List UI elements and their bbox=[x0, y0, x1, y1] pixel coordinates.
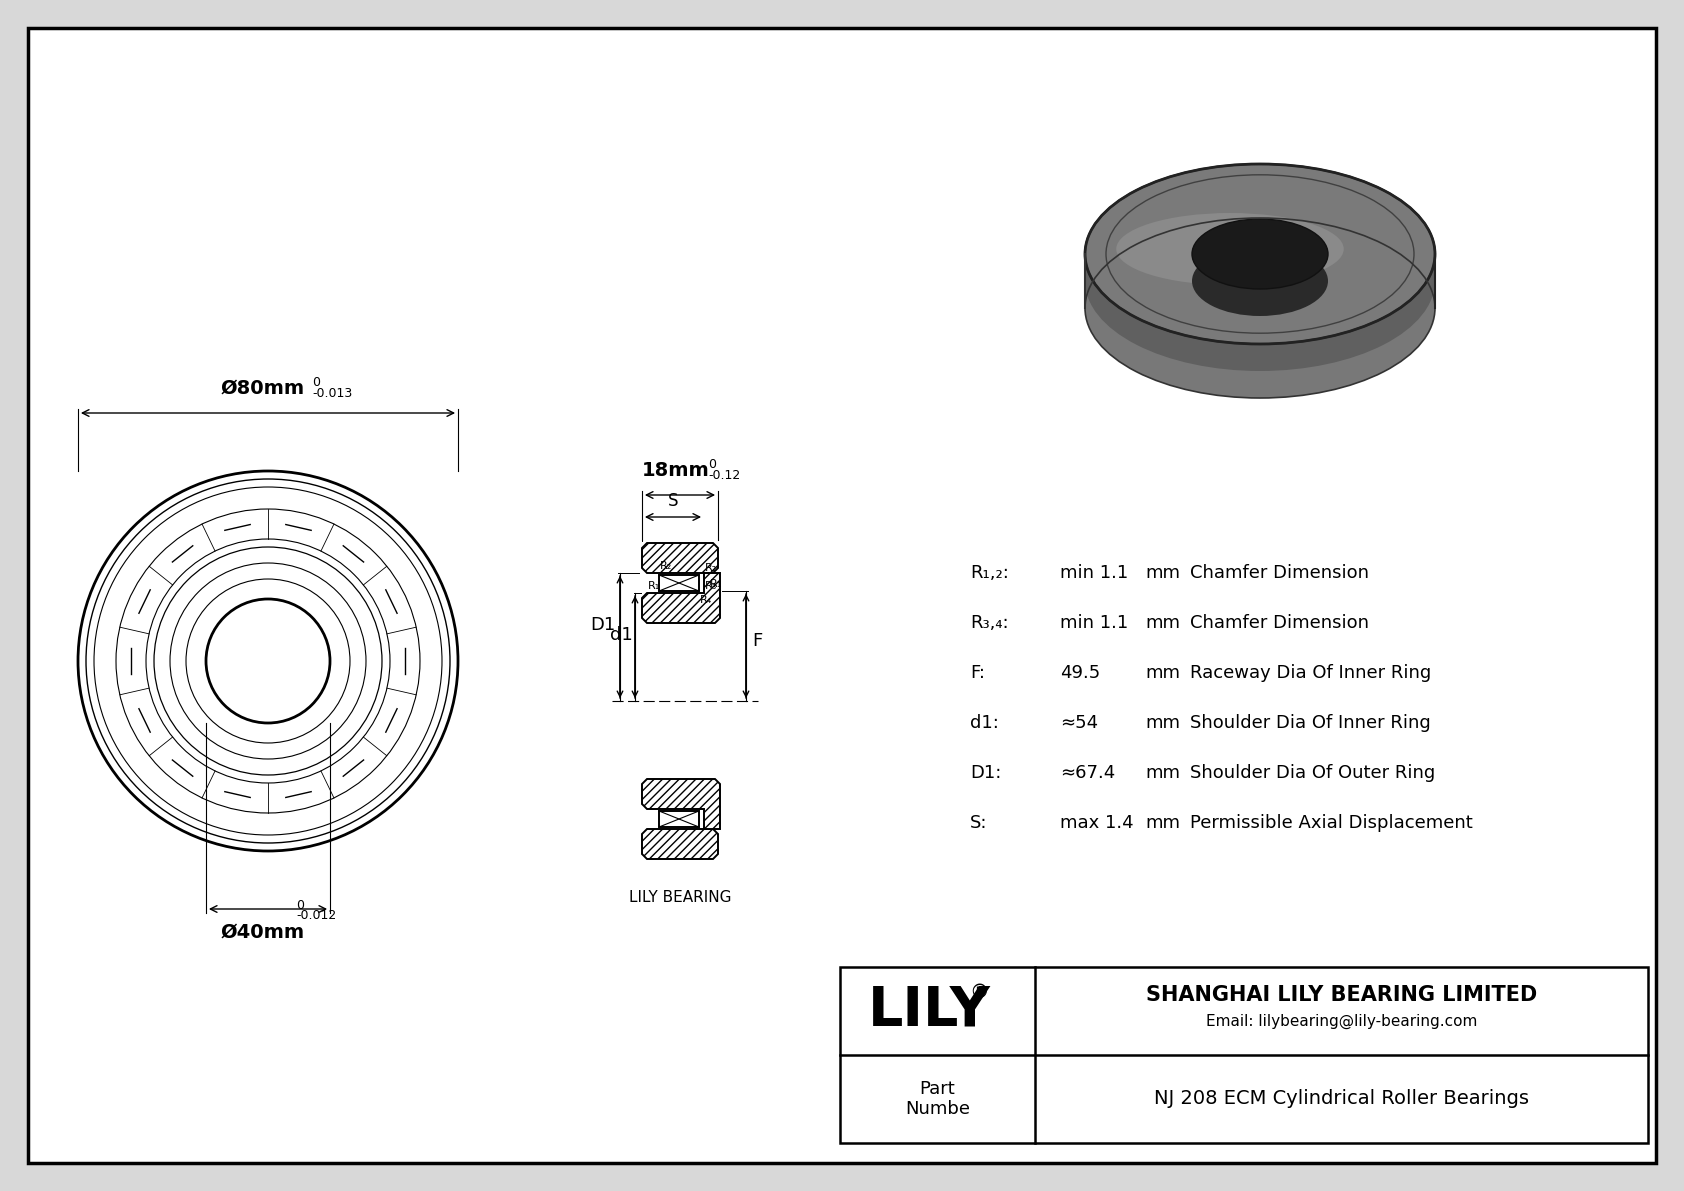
Text: S:: S: bbox=[970, 813, 987, 833]
Polygon shape bbox=[642, 573, 721, 623]
Text: d1:: d1: bbox=[970, 713, 999, 732]
Text: -0.013: -0.013 bbox=[312, 387, 352, 400]
Ellipse shape bbox=[1084, 206, 1435, 386]
Text: Ø40mm: Ø40mm bbox=[221, 923, 305, 942]
Text: Shoulder Dia Of Outer Ring: Shoulder Dia Of Outer Ring bbox=[1191, 763, 1435, 782]
Ellipse shape bbox=[1084, 202, 1435, 384]
Polygon shape bbox=[642, 829, 717, 859]
Text: mm: mm bbox=[1145, 615, 1180, 632]
Text: SHANGHAI LILY BEARING LIMITED: SHANGHAI LILY BEARING LIMITED bbox=[1145, 985, 1537, 1005]
Bar bbox=[658, 811, 699, 827]
Ellipse shape bbox=[1084, 193, 1435, 373]
Text: R₃: R₃ bbox=[706, 581, 717, 591]
Text: D1:: D1: bbox=[970, 763, 1002, 782]
Text: F:: F: bbox=[970, 665, 985, 682]
Text: min 1.1: min 1.1 bbox=[1059, 615, 1128, 632]
Ellipse shape bbox=[1084, 192, 1435, 372]
Text: Raceway Dia Of Inner Ring: Raceway Dia Of Inner Ring bbox=[1191, 665, 1431, 682]
Ellipse shape bbox=[1084, 200, 1435, 380]
Ellipse shape bbox=[1084, 207, 1435, 387]
Ellipse shape bbox=[1084, 213, 1435, 393]
Text: 49.5: 49.5 bbox=[1059, 665, 1100, 682]
Text: ≈54: ≈54 bbox=[1059, 713, 1098, 732]
Ellipse shape bbox=[1084, 208, 1435, 389]
Text: Chamfer Dimension: Chamfer Dimension bbox=[1191, 615, 1369, 632]
Text: Ø80mm: Ø80mm bbox=[221, 379, 305, 398]
Text: Part
Numbe: Part Numbe bbox=[904, 1079, 970, 1118]
Text: D1: D1 bbox=[589, 616, 615, 634]
Ellipse shape bbox=[1084, 205, 1435, 385]
Ellipse shape bbox=[1084, 199, 1435, 379]
Ellipse shape bbox=[1084, 216, 1435, 395]
Text: R₂: R₂ bbox=[660, 561, 672, 570]
Ellipse shape bbox=[1084, 204, 1435, 384]
Bar bbox=[658, 575, 699, 591]
Text: Shoulder Dia Of Inner Ring: Shoulder Dia Of Inner Ring bbox=[1191, 713, 1431, 732]
Bar bbox=[840, 967, 1649, 1143]
Text: -0.12: -0.12 bbox=[707, 469, 741, 482]
Text: R₂: R₂ bbox=[706, 563, 717, 573]
Text: mm: mm bbox=[1145, 713, 1180, 732]
Ellipse shape bbox=[1084, 212, 1435, 392]
Ellipse shape bbox=[1084, 164, 1435, 344]
Text: -0.012: -0.012 bbox=[296, 909, 337, 922]
Text: mm: mm bbox=[1145, 813, 1180, 833]
Polygon shape bbox=[642, 779, 721, 829]
Text: 0: 0 bbox=[707, 459, 716, 470]
Text: d1: d1 bbox=[610, 626, 633, 644]
Ellipse shape bbox=[1084, 216, 1435, 395]
Text: max 1.4: max 1.4 bbox=[1059, 813, 1133, 833]
Text: mm: mm bbox=[1145, 763, 1180, 782]
Text: R₃,₄:: R₃,₄: bbox=[970, 615, 1009, 632]
Text: NJ 208 ECM Cylindrical Roller Bearings: NJ 208 ECM Cylindrical Roller Bearings bbox=[1154, 1090, 1529, 1109]
Ellipse shape bbox=[1084, 202, 1435, 382]
Ellipse shape bbox=[1192, 247, 1329, 316]
Text: R₁: R₁ bbox=[711, 579, 722, 590]
Polygon shape bbox=[642, 543, 717, 573]
Text: 0: 0 bbox=[312, 376, 320, 389]
Text: S: S bbox=[669, 492, 679, 510]
Ellipse shape bbox=[1084, 201, 1435, 381]
Ellipse shape bbox=[1084, 198, 1435, 378]
Text: F: F bbox=[753, 632, 763, 650]
Ellipse shape bbox=[1084, 197, 1435, 376]
Ellipse shape bbox=[1084, 191, 1435, 372]
Text: Email: lilybearing@lily-bearing.com: Email: lilybearing@lily-bearing.com bbox=[1206, 1014, 1477, 1029]
Ellipse shape bbox=[1084, 218, 1435, 398]
Text: LILY: LILY bbox=[867, 984, 990, 1039]
Ellipse shape bbox=[1084, 214, 1435, 394]
Text: 0: 0 bbox=[296, 899, 305, 912]
Text: R₄: R₄ bbox=[701, 596, 712, 605]
Text: Chamfer Dimension: Chamfer Dimension bbox=[1191, 565, 1369, 582]
Text: R₁,₂:: R₁,₂: bbox=[970, 565, 1009, 582]
Ellipse shape bbox=[1084, 210, 1435, 389]
Text: ®: ® bbox=[970, 984, 989, 1003]
Ellipse shape bbox=[1116, 213, 1344, 285]
Text: mm: mm bbox=[1145, 565, 1180, 582]
Ellipse shape bbox=[1084, 217, 1435, 397]
Ellipse shape bbox=[1192, 219, 1329, 289]
Text: 18mm: 18mm bbox=[642, 461, 711, 480]
Text: ≈67.4: ≈67.4 bbox=[1059, 763, 1115, 782]
Ellipse shape bbox=[1084, 208, 1435, 388]
Text: mm: mm bbox=[1145, 665, 1180, 682]
Ellipse shape bbox=[1084, 195, 1435, 375]
Ellipse shape bbox=[1084, 211, 1435, 391]
Ellipse shape bbox=[1084, 191, 1435, 372]
Text: R₁: R₁ bbox=[648, 581, 660, 591]
Text: min 1.1: min 1.1 bbox=[1059, 565, 1128, 582]
Text: Permissible Axial Displacement: Permissible Axial Displacement bbox=[1191, 813, 1474, 833]
Text: LILY BEARING: LILY BEARING bbox=[628, 890, 731, 904]
Ellipse shape bbox=[1084, 197, 1435, 378]
Ellipse shape bbox=[1084, 194, 1435, 374]
